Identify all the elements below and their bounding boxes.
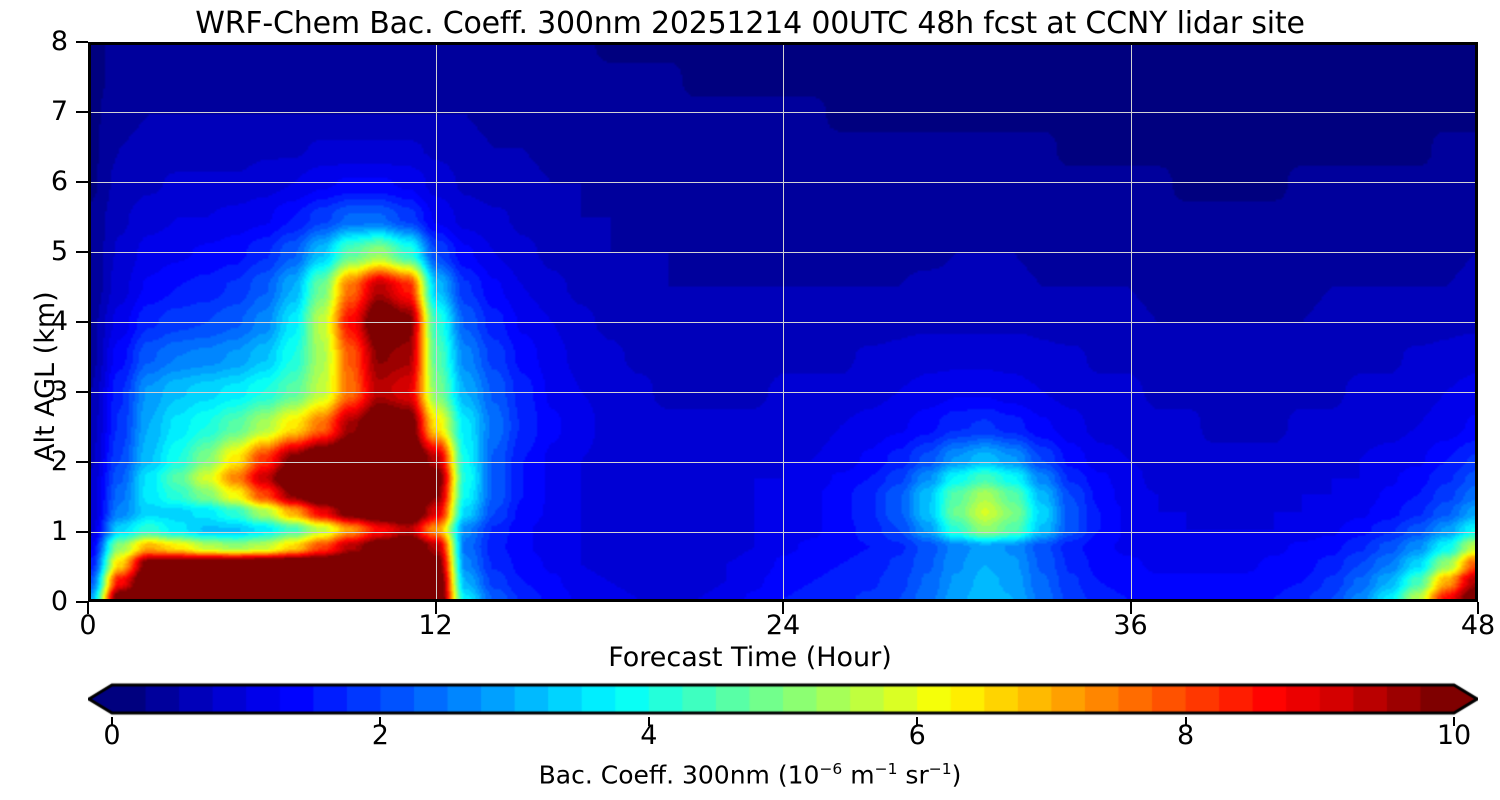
colorbar-tick — [916, 717, 919, 726]
colorbar-tick-label: 0 — [103, 720, 121, 751]
colorbar-title-mid: m — [842, 760, 875, 790]
x-axis-tick-label: 48 — [1460, 610, 1496, 641]
y-axis-tick — [76, 111, 88, 113]
colorbar-title-close: ) — [951, 760, 962, 790]
colorbar-tick-label: 4 — [640, 720, 658, 751]
y-axis-title: Alt AGL (km) — [30, 291, 61, 462]
x-axis-tick — [1477, 602, 1479, 614]
colorbar-title-exp1: −6 — [819, 760, 843, 778]
colorbar-title: Bac. Coeff. 300nm (10−6 m−1 sr−1) — [0, 760, 1500, 789]
x-axis-tick — [434, 602, 437, 614]
x-axis-tick-label: 12 — [418, 610, 453, 641]
colorbar-tick-label: 8 — [1177, 720, 1195, 751]
colorbar-tick — [379, 717, 382, 726]
y-axis-tick — [76, 321, 88, 323]
x-axis-tick — [1129, 602, 1132, 614]
figure-title: WRF-Chem Bac. Coeff. 300nm 20251214 00UT… — [195, 6, 1305, 41]
x-axis-tick-label: 24 — [765, 610, 801, 641]
x-axis-title: Forecast Time (Hour) — [608, 642, 892, 673]
backscatter-heatmap — [91, 45, 1475, 599]
colorbar-title-exp3: −1 — [928, 760, 952, 778]
y-axis-tick — [76, 251, 88, 253]
colorbar-tick-label: 10 — [1436, 720, 1472, 751]
y-axis-tick-label: 6 — [50, 166, 68, 197]
colorbar — [88, 681, 1478, 717]
y-axis-tick — [76, 41, 88, 43]
y-axis-tick — [76, 181, 88, 183]
colorbar-tick — [647, 717, 650, 726]
y-axis-tick — [76, 461, 88, 463]
colorbar-tick-label: 2 — [371, 720, 389, 751]
y-axis-tick-label: 4 — [50, 306, 68, 337]
y-axis-tick — [76, 601, 88, 603]
colorbar-tick — [1453, 717, 1455, 726]
colorbar-gradient — [88, 681, 1478, 717]
y-axis-tick-label: 1 — [50, 516, 68, 547]
y-axis-tick-label: 0 — [50, 586, 68, 617]
y-axis-tick-label: 5 — [50, 236, 68, 267]
colorbar-tick-label: 6 — [908, 720, 926, 751]
x-axis-tick — [87, 602, 89, 614]
y-axis-tick — [76, 391, 88, 393]
x-axis-tick — [782, 602, 784, 614]
colorbar-title-main: Bac. Coeff. 300nm (10 — [538, 760, 820, 790]
y-axis-tick-label: 7 — [50, 96, 68, 127]
heatmap-canvas-wrapper — [91, 45, 1475, 599]
y-axis-tick-label: 8 — [50, 26, 68, 57]
x-axis-tick-label: 0 — [79, 610, 97, 641]
colorbar-tick — [111, 717, 113, 726]
plot-axes — [88, 42, 1478, 602]
x-axis-tick-label: 36 — [1113, 610, 1148, 641]
y-axis-tick-label: 3 — [50, 376, 68, 407]
colorbar-title-exp2: −1 — [874, 760, 898, 778]
y-axis-tick — [76, 531, 88, 533]
y-axis-tick-label: 2 — [50, 446, 68, 477]
colorbar-title-sr: sr — [897, 760, 929, 790]
colorbar-tick — [1184, 717, 1187, 726]
